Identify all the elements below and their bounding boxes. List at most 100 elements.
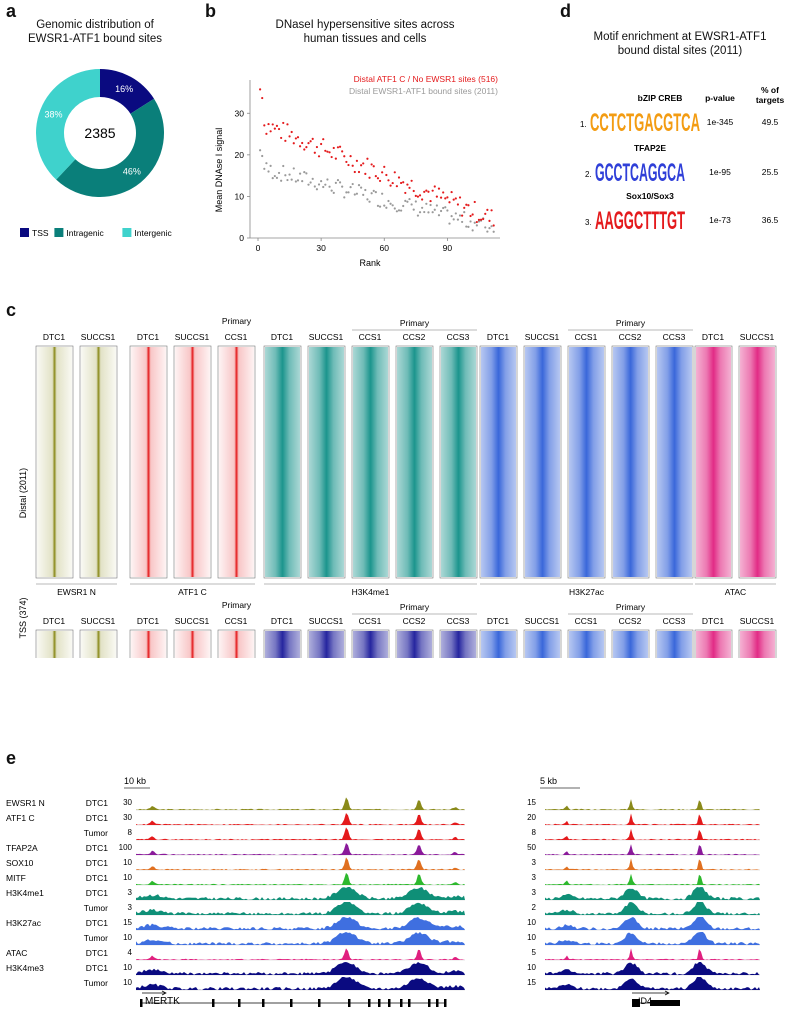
scatter-point-grey <box>298 172 302 175</box>
scatter-point-red <box>282 121 285 125</box>
scatter-point-grey <box>435 204 438 207</box>
heatmap-t13 <box>613 631 648 658</box>
scatter-point-red <box>336 146 340 149</box>
scatter-point-red <box>421 198 424 201</box>
donut-center-value: 2385 <box>84 125 115 141</box>
panel-d-title-line2: bound distal sites (2011) <box>617 45 743 57</box>
scale-bar-right-label: 5 kb <box>540 776 557 786</box>
scatter-point-grey <box>364 188 367 192</box>
scatter-point-grey <box>259 149 262 152</box>
gene-exon <box>318 999 321 1007</box>
scatter-point-grey <box>418 211 422 214</box>
scatter-ytick: 0 <box>239 233 244 243</box>
scatter-point-red <box>370 163 373 166</box>
signal-track-right <box>545 828 760 840</box>
primary-header-tss: Primary <box>616 602 646 612</box>
scatter-point-grey <box>463 211 466 214</box>
motif-3-pct: 36.5 <box>762 215 779 225</box>
track-max-left: 10 <box>123 858 132 867</box>
donut-pct-intragenic: 46% <box>123 167 141 177</box>
scatter-point-grey <box>383 204 386 207</box>
scatter-point-grey <box>450 215 453 218</box>
heatmap-group-label: ATAC <box>725 587 746 597</box>
gene-exon <box>140 999 143 1007</box>
scatter-point-grey <box>395 210 398 213</box>
signal-track-right <box>545 932 760 945</box>
track-mark-label: ATF1 C <box>6 813 35 823</box>
scatter-point-red <box>273 127 276 130</box>
scatter-point-red <box>412 189 415 193</box>
heatmap-t4 <box>219 631 254 658</box>
scatter-point-grey <box>267 170 270 173</box>
scatter-point-red <box>492 224 495 227</box>
scatter-point-red <box>269 130 272 133</box>
scatter-point-grey <box>444 206 447 209</box>
scatter-point-red <box>471 213 474 216</box>
scatter-point-red <box>351 164 354 167</box>
scatter-point-grey <box>427 211 430 214</box>
scatter-legend-grey: Distal EWSR1-ATF1 bound sites (2011) <box>349 86 498 96</box>
track-sample-label: DTC1 <box>86 798 108 808</box>
primary-header-tss: Primary <box>222 600 252 610</box>
track-max-left: 10 <box>123 933 132 942</box>
svg-text:CCTCTGACGTCA: CCTCTGACGTCA <box>590 109 700 137</box>
scatter-point-red <box>349 155 352 158</box>
signal-track-left <box>136 962 465 975</box>
donut-chart: 16% 46% 38% 2385 TSS Intragenic Intergenic <box>20 69 172 238</box>
scatter-point-red <box>408 186 411 189</box>
heatmap-tss-col-label: CCS1 <box>575 616 598 626</box>
primary-header: Primary <box>222 318 252 326</box>
scatter-point-grey <box>336 178 340 182</box>
scatter-point-red <box>406 183 409 186</box>
scatter-point-red <box>402 181 405 184</box>
motif-2-logo: GCCTCAGGCA <box>595 159 685 187</box>
track-sample-label: Tumor <box>84 933 108 943</box>
panel-a-title-line1: Genomic distribution of <box>36 19 154 31</box>
scatter-point-grey <box>305 172 308 175</box>
scatter-point-grey <box>301 180 304 183</box>
scatter-point-grey <box>423 210 426 214</box>
scatter-point-grey <box>391 204 394 207</box>
panel-d-title: Motif enrichment at EWSR1-ATF1 bound dis… <box>580 30 780 58</box>
heatmap-col-label: CCS3 <box>663 332 686 342</box>
scatter-point-red <box>324 149 327 152</box>
scatter-point-grey <box>330 189 333 192</box>
scatter-point-grey <box>387 199 390 203</box>
signal-track-right <box>545 902 760 915</box>
track-mark-label: EWSR1 N <box>6 798 45 808</box>
scatter-point-red <box>465 203 468 206</box>
motif-2-name: TFAP2E <box>634 143 666 153</box>
scatter-point-grey <box>421 206 424 209</box>
signal-track-left <box>136 917 465 930</box>
gene-exon <box>368 999 371 1007</box>
panel-a-title: Genomic distribution of EWSR1-ATF1 bound… <box>20 18 170 46</box>
scatter-legend-red: Distal ATF1 C / No EWSR1 sites (516) <box>354 74 499 84</box>
scatter-point-grey <box>406 200 409 203</box>
scatter-point-red <box>338 145 342 148</box>
scatter-point-red <box>427 190 430 193</box>
signal-track-left <box>136 977 465 990</box>
heatmap-t9 <box>441 631 476 658</box>
scatter-point-red <box>267 122 270 126</box>
heatmap-t10 <box>481 631 516 658</box>
track-max-right: 2 <box>532 903 537 912</box>
track-max-left: 100 <box>119 843 133 852</box>
panel-label-c: c <box>6 300 17 320</box>
scatter-point-red <box>307 142 310 145</box>
gene-exon <box>428 999 431 1007</box>
gene-exon <box>378 999 381 1007</box>
track-max-right: 3 <box>532 873 537 882</box>
heatmap-d10 <box>481 347 516 577</box>
track-max-right: 20 <box>527 813 536 822</box>
distal-row-label: Distal (2011) <box>18 468 28 518</box>
scatter-point-red <box>334 157 337 160</box>
track-max-left: 10 <box>123 873 132 882</box>
signal-track-left <box>136 813 465 825</box>
heatmap-group-label: H3K27ac <box>569 587 605 597</box>
scatter-point-red <box>330 155 333 159</box>
scatter-point-grey <box>322 185 325 189</box>
gene-exon <box>408 999 411 1007</box>
signal-track-left <box>136 827 465 840</box>
scatter-point-grey <box>439 209 443 213</box>
scatter-point-grey <box>475 224 478 227</box>
